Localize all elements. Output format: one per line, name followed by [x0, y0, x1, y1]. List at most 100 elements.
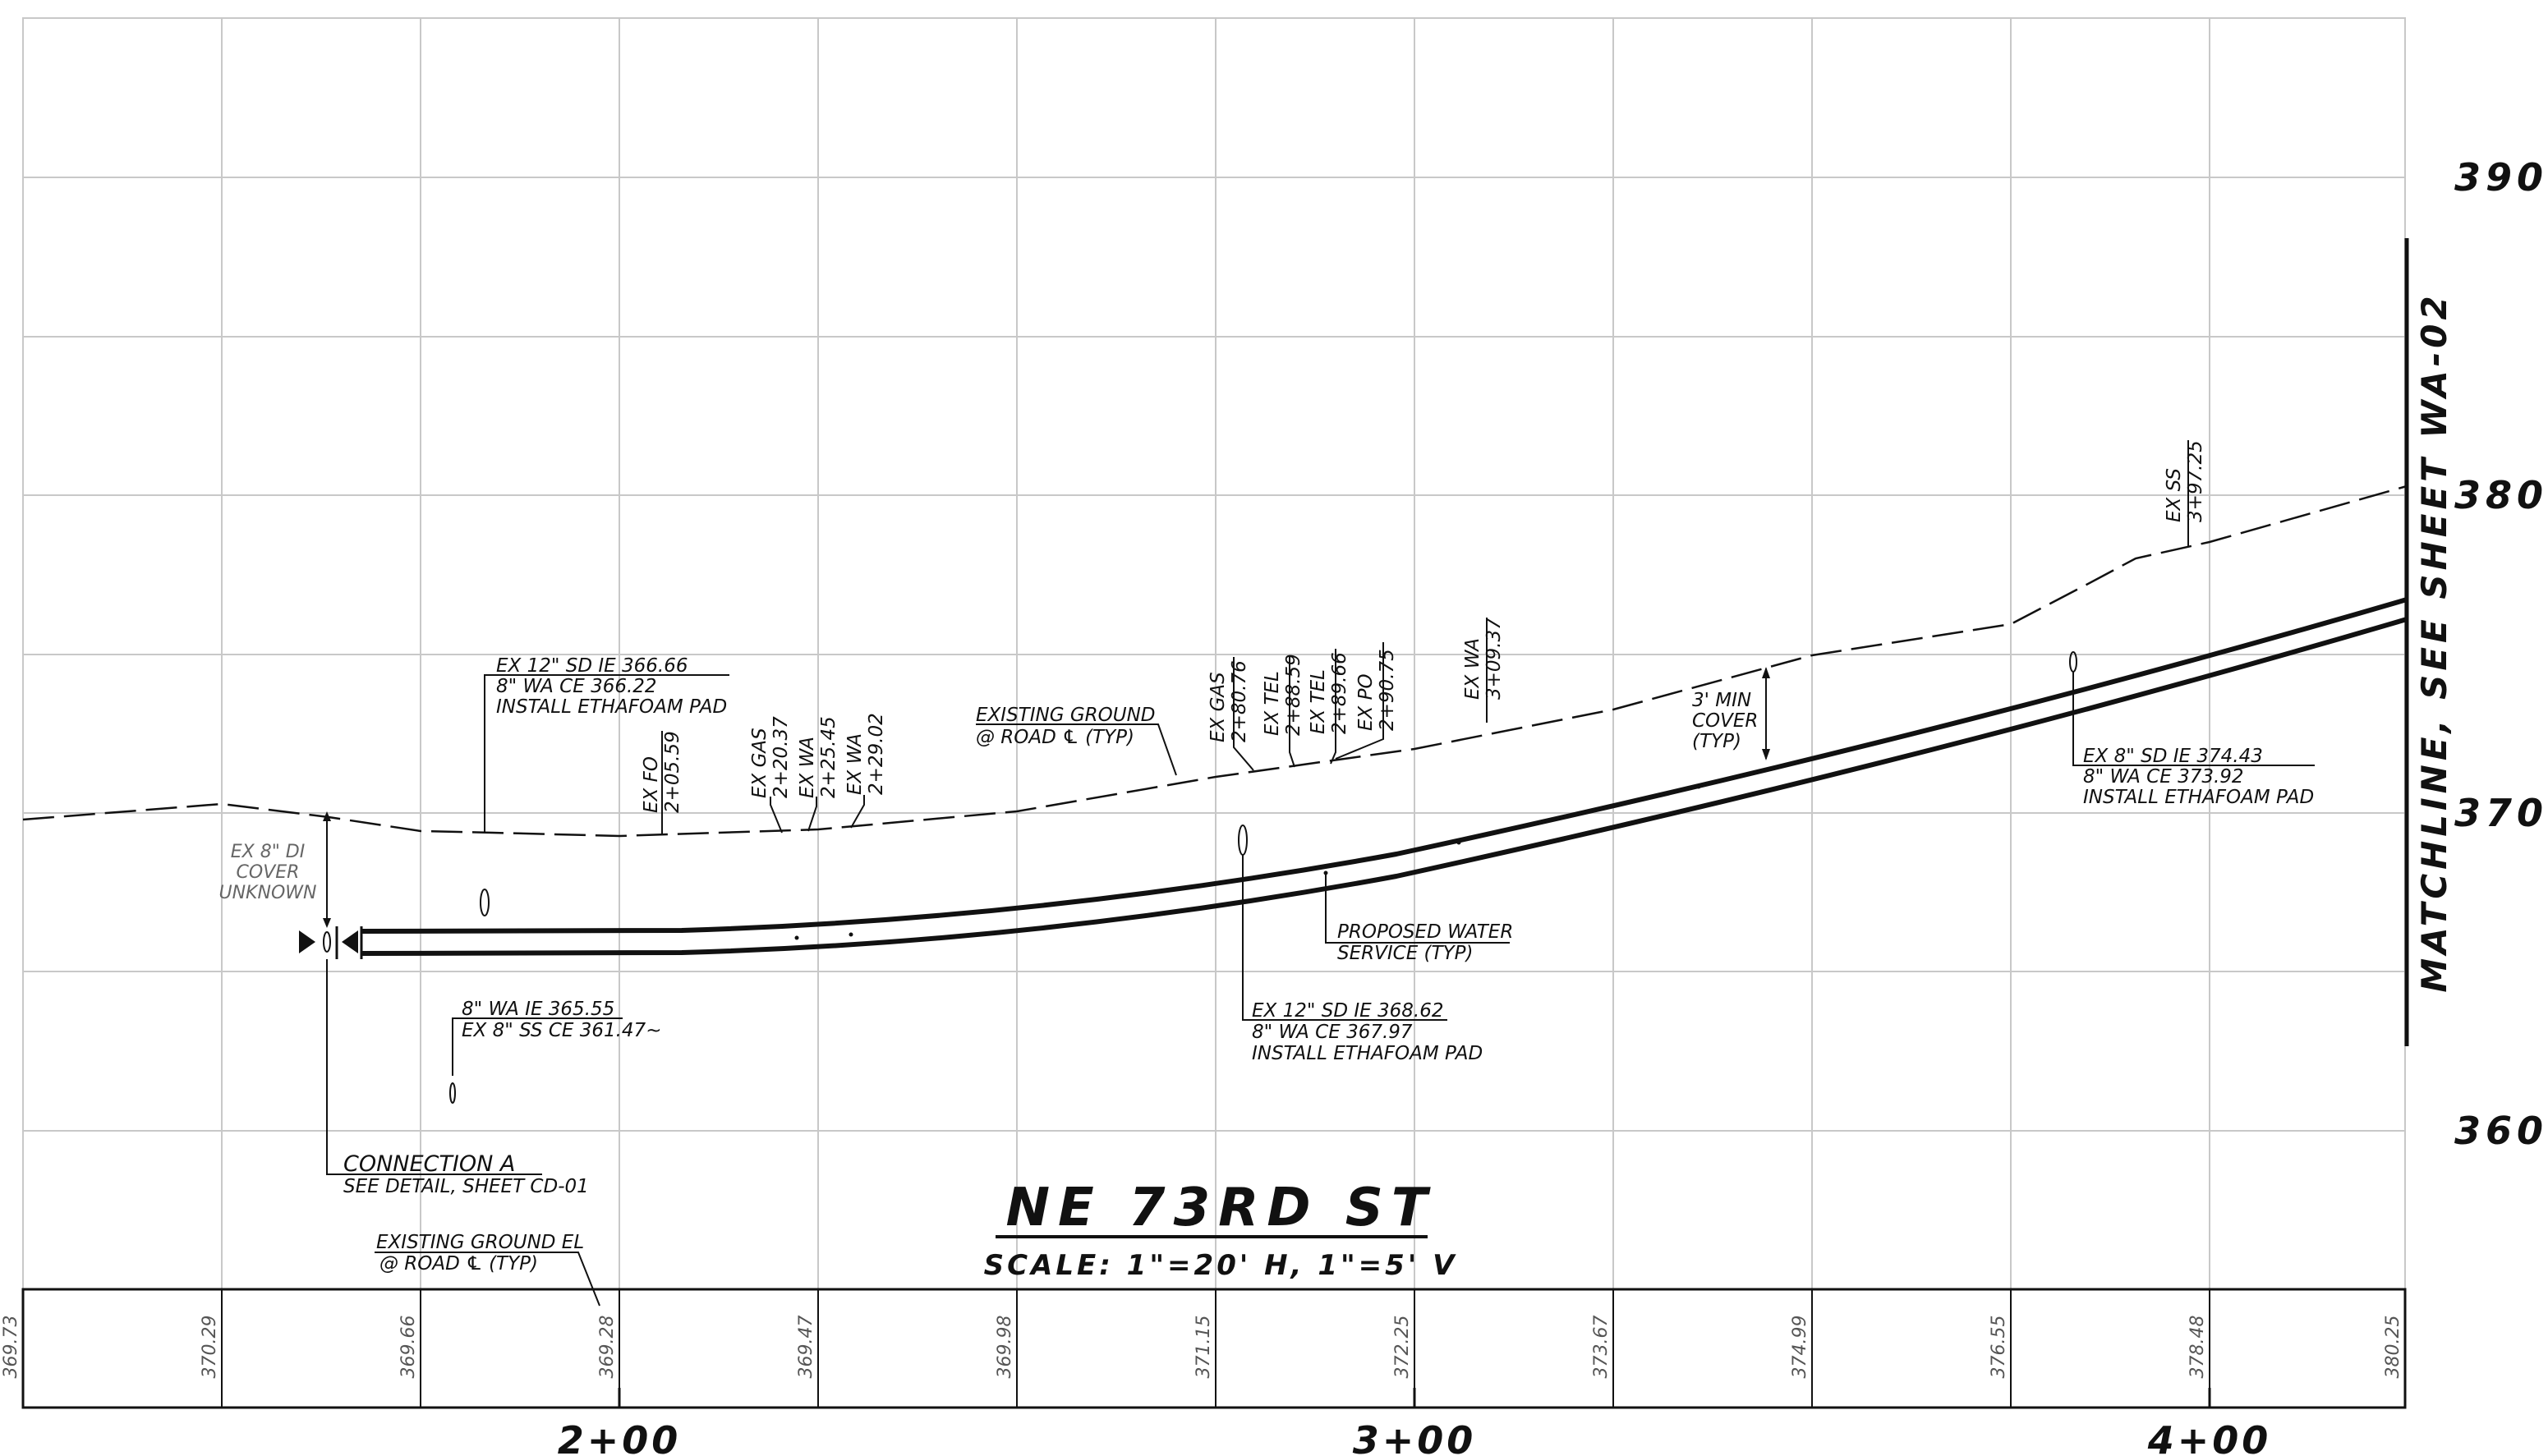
proposed-water-main [361, 597, 2408, 956]
ground-elev-1: 370.29 [200, 1316, 220, 1379]
connection-a-detail: SEE DETAIL, SHEET CD-01 [343, 1176, 589, 1197]
station-label-300: 3+00 [1353, 1418, 1477, 1456]
callout-existing-ground-top: EXISTING GROUND @ ROAD ℄ (TYP) [976, 705, 1177, 776]
callout-sd-374-line2: 8" WA CE 373.92 [2083, 766, 2244, 788]
svg-text:2+05.59: 2+05.59 [662, 731, 683, 813]
ground-elev-2: 369.66 [398, 1316, 419, 1379]
callout-sd-374: EX 8" SD IE 374.43 8" WA CE 373.92 INSTA… [2072, 672, 2315, 808]
callout-di-line3: UNKNOWN [219, 883, 317, 903]
callout-sd-366: EX 12" SD IE 366.66 8" WA CE 366.22 INST… [484, 655, 729, 834]
callout-sd-368: EX 12" SD IE 368.62 8" WA CE 367.97 INST… [1242, 855, 1483, 1064]
callout-di-cover: EX 8" DI COVER UNKNOWN [219, 811, 331, 928]
callout-di-line2: COVER [237, 862, 300, 883]
svg-text:EX SS: EX SS [2164, 468, 2185, 522]
matchline: MATCHLINE, SEE SHEET WA-02 [2404, 238, 2454, 1046]
crossing-ex-ss-397: EX SS 3+97.25 [2164, 440, 2206, 547]
svg-text:EX GAS: EX GAS [749, 728, 770, 798]
ground-elev-10: 376.55 [1989, 1316, 2009, 1379]
callout-min-cover: 3' MIN COVER (TYP) [1692, 667, 1770, 760]
crossing-ex-gas-220: EX GAS 2+20.37 [749, 716, 792, 834]
ground-elev-3: 369.28 [597, 1316, 618, 1379]
svg-text:3+09.37: 3+09.37 [1483, 618, 1505, 700]
ground-elevation-values: 369.73 370.29 369.66 369.28 369.47 369.9… [1, 1316, 2403, 1379]
proposed-water-line1: PROPOSED WATER [1337, 921, 1513, 943]
callout-wa-365-line2: EX 8" SS CE 361.47~ [462, 1020, 661, 1041]
svg-text:2+90.75: 2+90.75 [1377, 649, 1398, 731]
elevation-label-380: 380 [2454, 473, 2548, 517]
ground-elev-5: 369.98 [995, 1316, 1015, 1379]
callout-sd-374-line3: INSTALL ETHAFOAM PAD [2083, 787, 2314, 808]
callout-wa-365: 8" WA IE 365.55 EX 8" SS CE 361.47~ [452, 999, 661, 1076]
svg-text:2+20.37: 2+20.37 [770, 716, 792, 798]
callout-existing-ground-el: EXISTING GROUND EL @ ROAD ℄ (TYP) [375, 1232, 600, 1307]
svg-text:EX GAS: EX GAS [1207, 672, 1229, 742]
ground-elev-6: 371.15 [1194, 1316, 1214, 1379]
proposed-water-line2: SERVICE (TYP) [1337, 943, 1473, 964]
scale-note: SCALE: 1"=20' H, 1"=5' V [984, 1249, 1458, 1282]
profile-grid [22, 17, 2406, 1290]
existing-ground-line2: @ ROAD ℄ (TYP) [976, 727, 1134, 748]
svg-text:2+80.76: 2+80.76 [1229, 660, 1250, 742]
min-cover-line3: (TYP) [1692, 731, 1741, 752]
existing-ground-line [22, 485, 2408, 838]
ground-elev-9: 374.99 [1790, 1316, 1810, 1379]
callout-wa-365-line1: 8" WA IE 365.55 [462, 999, 614, 1020]
station-label-400: 4+00 [2147, 1418, 2272, 1456]
callout-di-line1: EX 8" DI [231, 842, 306, 862]
svg-text:EX TEL: EX TEL [1308, 669, 1329, 734]
min-cover-line1: 3' MIN [1692, 690, 1751, 711]
callout-connection-a: CONNECTION A SEE DETAIL, SHEET CD-01 [326, 959, 589, 1197]
crossing-ex-fo-205: EX FO 2+05.59 [641, 731, 683, 834]
ground-elev-11: 378.48 [2187, 1316, 2208, 1379]
elevation-labels: 390 380 370 360 [2454, 155, 2548, 1153]
ground-elev-4: 369.47 [796, 1316, 816, 1379]
svg-text:EX PO: EX PO [1355, 673, 1377, 731]
svg-text:EX WA: EX WA [844, 733, 866, 795]
min-cover-line2: COVER [1692, 710, 1758, 732]
svg-text:EX WA: EX WA [797, 737, 818, 798]
existing-ground-el-line1: EXISTING GROUND EL [376, 1232, 584, 1253]
crossing-ex-po-290: EX PO 2+90.75 [1335, 642, 1398, 760]
existing-ground-line1: EXISTING GROUND [976, 705, 1156, 726]
svg-text:EX TEL: EX TEL [1262, 671, 1283, 736]
ground-elev-7: 372.25 [1392, 1316, 1413, 1379]
callout-proposed-water: PROPOSED WATER SERVICE (TYP) [1325, 873, 1513, 964]
svg-text:2+88.59: 2+88.59 [1283, 654, 1304, 736]
crossing-ex-wa-229: EX WA 2+29.02 [844, 713, 887, 829]
existing-ground-el-line2: @ ROAD ℄ (TYP) [379, 1253, 538, 1275]
svg-text:EX FO: EX FO [641, 756, 662, 813]
elevation-label-390: 390 [2454, 155, 2548, 200]
svg-text:EX WA: EX WA [1462, 638, 1483, 700]
callout-sd-366-line2: 8" WA CE 366.22 [496, 676, 657, 697]
crossing-ex-wa-309: EX WA 3+09.37 [1462, 618, 1505, 723]
svg-text:2+29.02: 2+29.02 [866, 713, 887, 795]
utility-crossings: EX FO 2+05.59 EX GAS 2+20.37 EX WA 2+25.… [641, 440, 2206, 834]
callout-sd-366-line1: EX 12" SD IE 366.66 [496, 655, 688, 677]
profile-title: NE 73RD ST SCALE: 1"=20' H, 1"=5' V [984, 1178, 1458, 1282]
callout-sd-368-line1: EX 12" SD IE 368.62 [1252, 1000, 1443, 1022]
elevation-label-360: 360 [2454, 1109, 2548, 1153]
callout-sd-368-line3: INSTALL ETHAFOAM PAD [1252, 1043, 1483, 1064]
svg-text:2+25.45: 2+25.45 [818, 716, 839, 798]
matchline-label: MATCHLINE, SEE SHEET WA-02 [2414, 292, 2454, 992]
svg-text:2+89.66: 2+89.66 [1329, 652, 1350, 734]
callout-sd-366-line3: INSTALL ETHAFOAM PAD [496, 696, 727, 718]
station-label-200: 2+00 [558, 1418, 682, 1456]
ground-elev-0: 369.73 [1, 1316, 21, 1379]
crossing-ex-tel-289: EX TEL 2+89.66 [1308, 649, 1350, 765]
crossing-ex-wa-225: EX WA 2+25.45 [797, 716, 839, 832]
connection-a-title: CONNECTION A [343, 1151, 515, 1177]
callout-sd-374-line1: EX 8" SD IE 374.43 [2083, 746, 2263, 767]
elevation-label-370: 370 [2454, 791, 2548, 835]
connection-fittings [299, 926, 363, 959]
ground-elev-8: 373.67 [1591, 1316, 1612, 1379]
svg-text:3+97.25: 3+97.25 [2185, 440, 2206, 522]
station-labels: 2+00 3+00 4+00 [558, 1388, 2272, 1456]
crossing-ex-tel-288: EX TEL 2+88.59 [1262, 654, 1304, 768]
street-title: NE 73RD ST [1005, 1178, 1435, 1238]
crossing-ex-gas-280: EX GAS 2+80.76 [1207, 657, 1254, 771]
elevation-strip [21, 1288, 2407, 1409]
callout-sd-368-line2: 8" WA CE 367.97 [1252, 1022, 1413, 1043]
ground-elev-12: 380.25 [2383, 1316, 2403, 1379]
